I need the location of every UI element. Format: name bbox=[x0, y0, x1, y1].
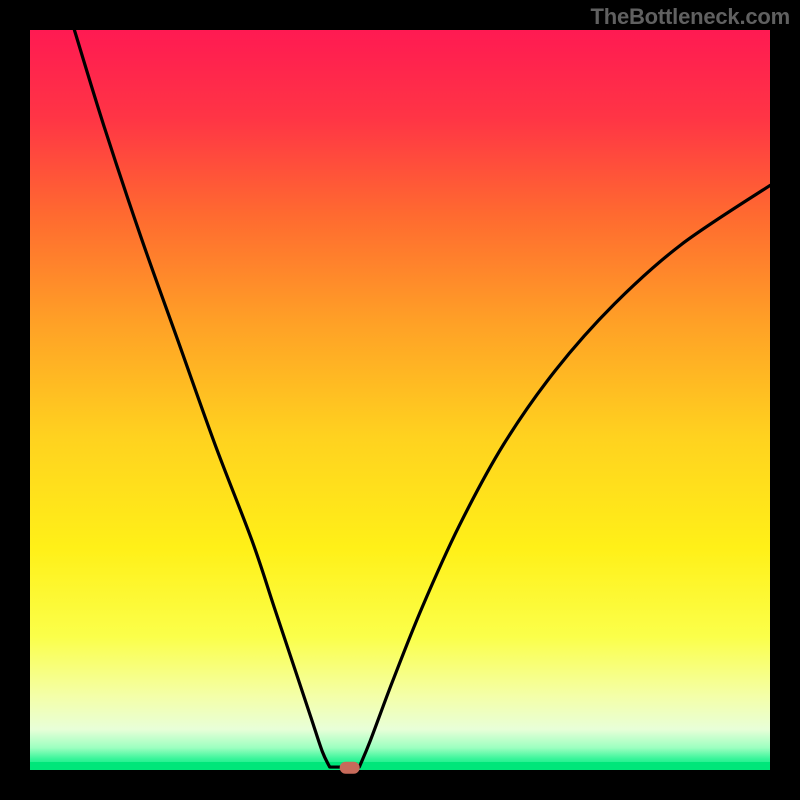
bottleneck-chart bbox=[0, 0, 800, 800]
green-band bbox=[30, 762, 770, 770]
optimum-marker bbox=[340, 762, 360, 774]
watermark-text: TheBottleneck.com bbox=[590, 4, 790, 30]
chart-container: TheBottleneck.com bbox=[0, 0, 800, 800]
